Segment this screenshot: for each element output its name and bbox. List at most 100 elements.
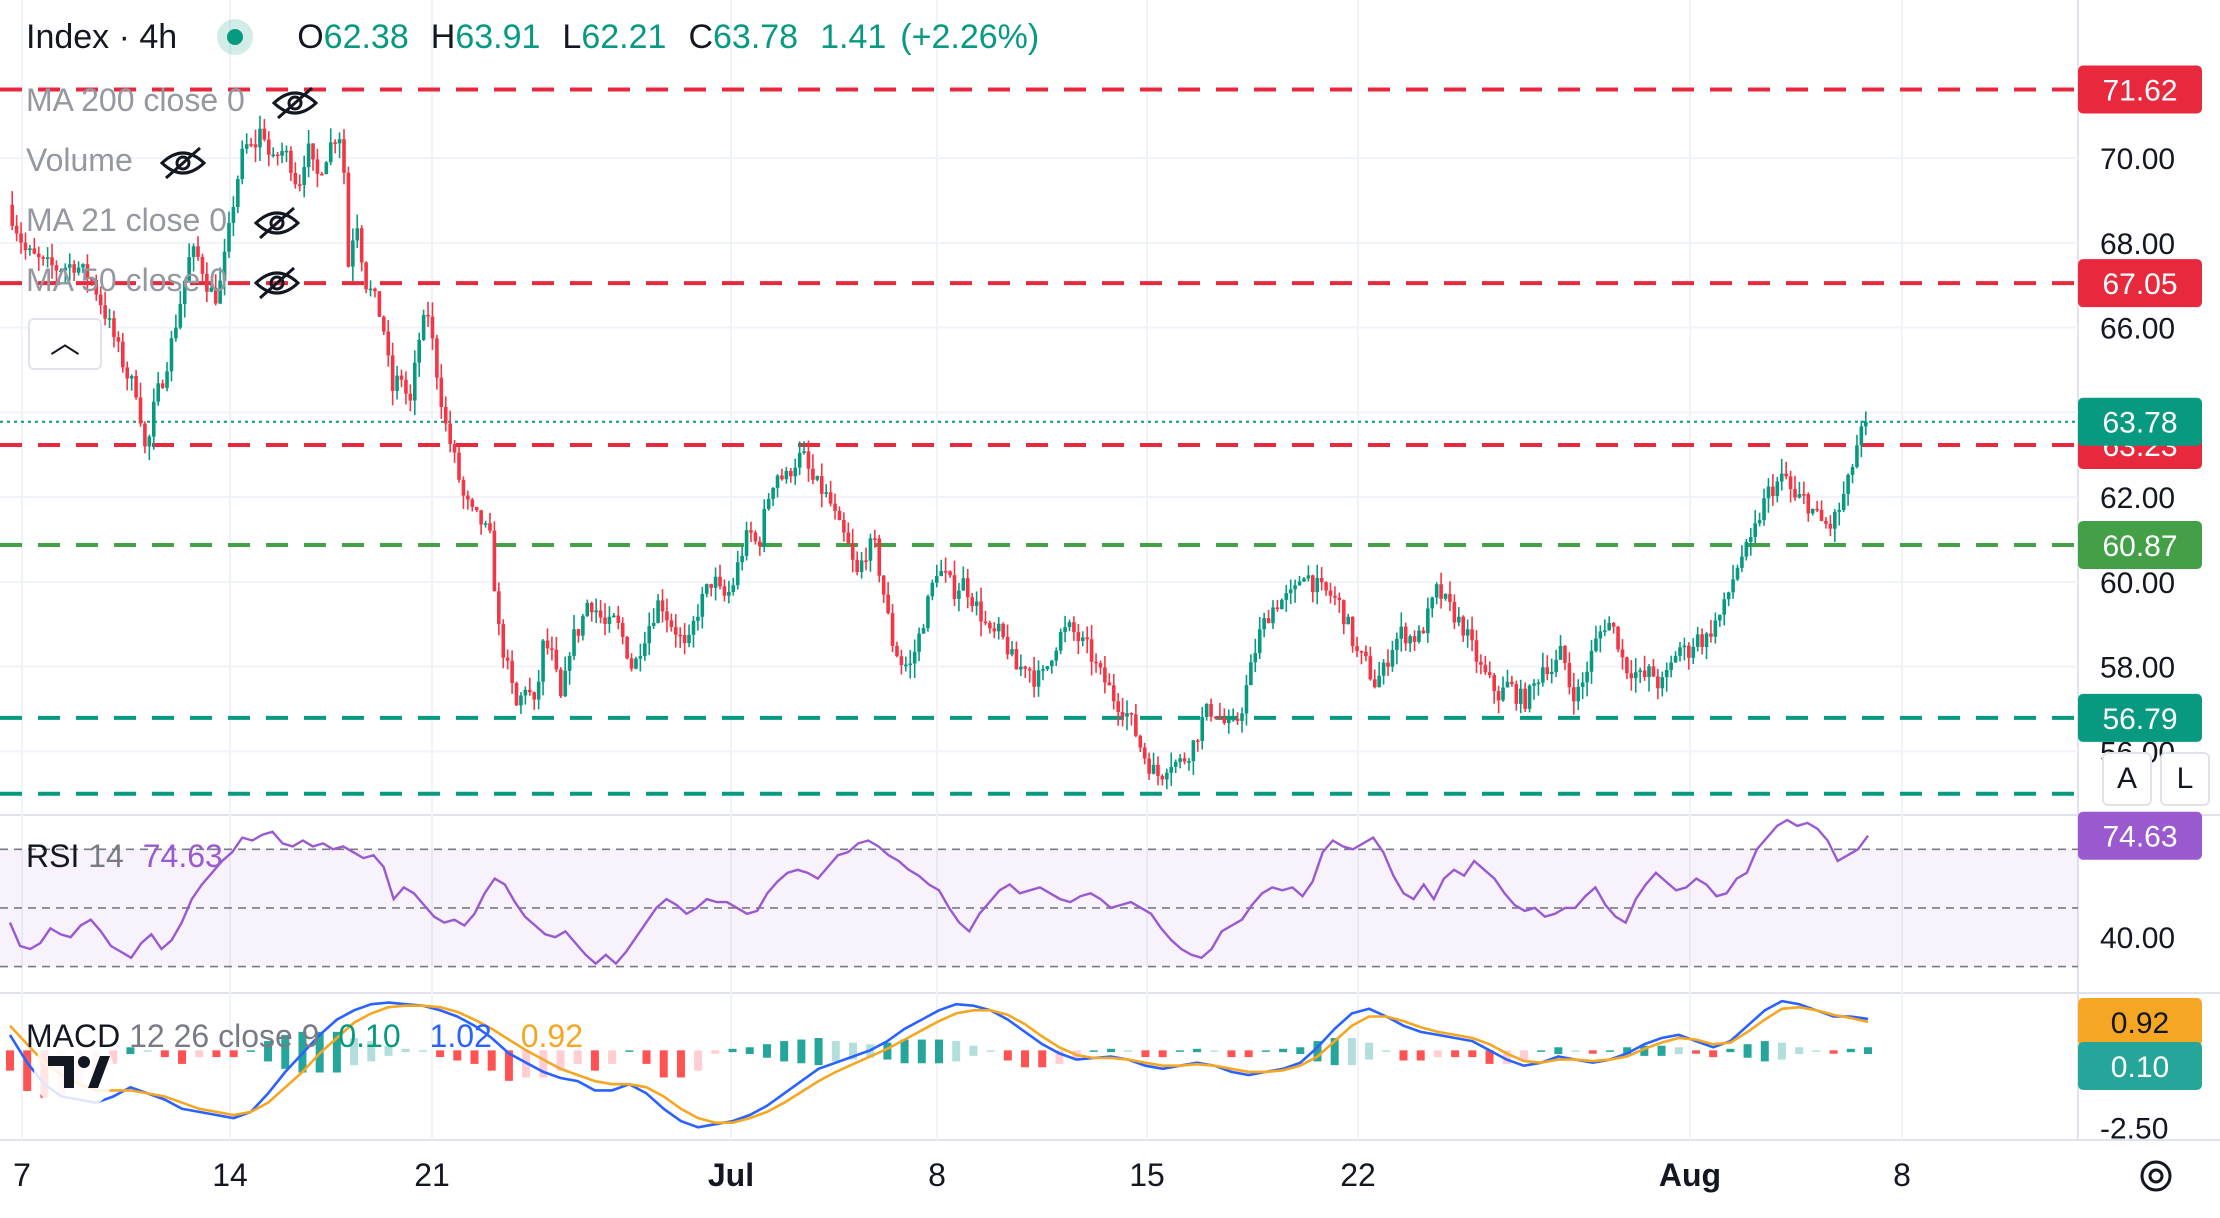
macd-histogram-bar [367,1041,376,1062]
indicator-ma50[interactable]: MA 50 close 0 [26,262,302,301]
level-price-label: 60.87 [2102,530,2177,563]
eye-crossed-icon[interactable] [158,145,208,181]
time-tick-label: Jul [708,1157,754,1193]
candle-body [116,337,121,342]
candle-body [895,645,899,657]
candle-body [536,681,541,700]
candle-body [1341,600,1346,625]
candle-body [589,602,594,613]
candle-body [1580,682,1585,687]
macd-histogram-bar [229,1050,238,1058]
candle-body [1620,649,1625,658]
candle-body [974,601,979,607]
candle-body [1058,632,1063,651]
candle-body [970,597,974,607]
candle-body [1408,636,1412,644]
candle-body [1257,629,1262,654]
candle-body [904,664,908,667]
eye-crossed-icon[interactable] [270,85,320,121]
macd-pane [6,999,1872,1129]
collapse-legend-button[interactable]: ︿ [28,318,102,370]
macd-signal-line [9,1004,1869,1124]
candle-body [1288,589,1293,594]
candle-body [1125,713,1129,717]
macd-histogram-bar [969,1045,978,1056]
high-value: 63.91 [455,18,541,56]
change-value: 1.41 [820,18,887,56]
candle-body [1576,686,1581,702]
candle-body [1651,666,1656,677]
low-label: L [562,18,582,56]
macd-histogram-bar [1777,1042,1786,1060]
gear-icon[interactable] [2140,1160,2172,1192]
candle-body [10,204,15,226]
candle-body [1134,714,1138,736]
candle-body [227,222,231,252]
macd-histogram-bar [1537,1050,1546,1052]
symbol-title[interactable]: Index · 4h [26,18,178,56]
indicator-ma200[interactable]: MA 200 close 0 [26,82,320,121]
candle-body [1381,662,1386,676]
candle-body [1700,634,1704,648]
candle-body [1487,672,1492,676]
macd-histogram-bar [453,1050,462,1061]
candle-body [479,510,483,525]
candle-body [1111,685,1116,702]
candle-body [178,304,183,328]
candle-body [1859,426,1864,446]
macd-histogram-bar [952,1041,961,1062]
candle-body [527,689,532,693]
candle-body [1691,646,1696,658]
rsi-legend[interactable]: RSI 14 74.63 [26,838,223,875]
candle-body [625,636,629,659]
candle-body [1094,661,1098,664]
macd-legend[interactable]: MACD 12 26 close 9 0.10 1.02 0.92 [26,1018,583,1055]
candle-body [1023,666,1028,669]
macd-histogram-bar [1709,1050,1718,1058]
candle-body [607,616,612,624]
candle-body [72,264,76,273]
candle-body [346,172,351,267]
candle-body [1779,473,1784,482]
indicator-volume[interactable]: Volume [26,142,208,181]
candle-body [302,167,306,186]
candle-body [1824,520,1828,524]
price-tick-label: 70.00 [2100,143,2175,176]
candle-body [45,257,50,259]
macd-histogram-bar [1210,1050,1219,1052]
candle-body [125,367,130,379]
macd-histogram-bar [1175,1050,1184,1052]
macd-histogram-bar [1726,1048,1735,1053]
candle-body [704,584,709,594]
candle-body [687,634,691,643]
log-scale-button[interactable]: L [2160,752,2210,806]
macd-histogram-bar [1038,1050,1047,1068]
candle-body [1080,637,1085,642]
macd-histogram-bar [676,1050,685,1078]
candle-body [1709,633,1713,637]
candle-body [147,436,152,447]
price-axis[interactable]: 70.0068.0066.0062.0060.0058.0056.0071.62… [2078,65,2202,1146]
candle-body [806,451,811,469]
macd-histogram-bar [1795,1047,1804,1055]
macd-histogram-bar [1623,1047,1632,1055]
candle-body [873,538,877,540]
candle-body [236,179,240,208]
time-axis[interactable]: 7 14 21 Jul 8 15 22 Aug 8 [13,1157,2172,1193]
macd-histogram-label: 0.10 [2111,1051,2169,1084]
indicator-ma21[interactable]: MA 21 close 0 [26,202,302,241]
candle-body [930,582,935,597]
logo-mark-t [48,1056,74,1088]
candle-body [1142,747,1147,759]
macd-histogram-bar [1433,1050,1442,1058]
eye-crossed-icon[interactable] [252,265,302,301]
high-label: H [430,18,456,56]
candle-body [373,288,377,292]
auto-scale-button[interactable]: A [2102,752,2152,806]
candle-body [205,273,209,292]
candle-body [1138,735,1143,748]
eye-crossed-icon[interactable] [252,205,302,241]
candle-body [718,576,722,587]
candle-body [1833,511,1837,529]
